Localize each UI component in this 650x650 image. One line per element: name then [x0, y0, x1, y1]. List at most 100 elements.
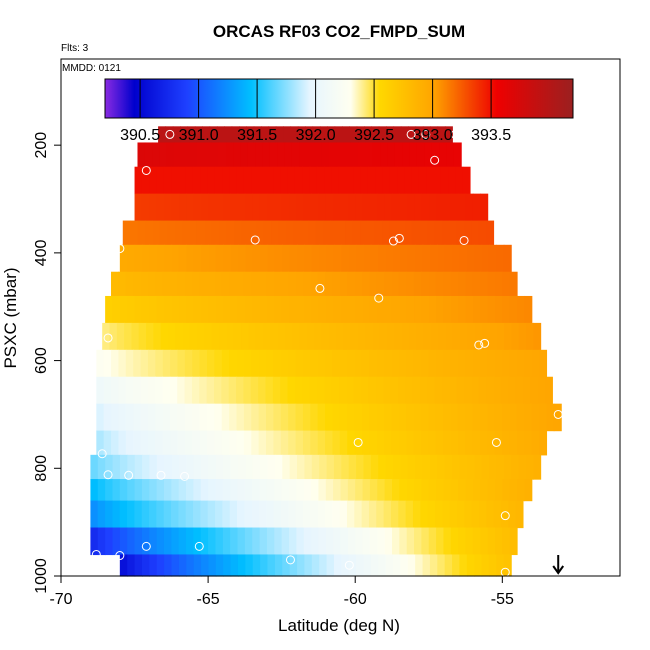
heatmap-cell [243, 430, 252, 456]
heatmap-cell [347, 527, 356, 556]
heatmap-cell [289, 244, 298, 273]
flight-points-layer [91, 129, 563, 577]
heatmap-cell [309, 376, 318, 405]
heatmap-cell [296, 295, 305, 324]
colorbar-gradient [104, 78, 574, 119]
heatmap-cell [216, 126, 225, 144]
heatmap-cell [428, 479, 437, 502]
heatmap-cell [273, 500, 282, 529]
heatmap-cell [443, 479, 452, 502]
heatmap-cell [133, 430, 142, 456]
heatmap-cell [214, 271, 223, 297]
heatmap-cell [304, 454, 313, 480]
x-tick-label: -70 [49, 591, 72, 608]
heatmap-cell [509, 430, 518, 456]
heatmap-cell [480, 193, 489, 222]
heatmap-cell [398, 500, 407, 529]
heatmap-cell [439, 142, 448, 168]
heatmap-cell [140, 430, 149, 456]
heatmap-cell [405, 500, 414, 529]
heatmap-cell [500, 500, 509, 529]
flight-point [315, 283, 325, 293]
heatmap-cell [118, 430, 127, 456]
heatmap-cell [284, 322, 293, 351]
heatmap-cell [414, 193, 423, 222]
heatmap-cell [325, 349, 334, 378]
heatmap-cell [474, 554, 483, 577]
heatmap-cell [207, 430, 215, 456]
heatmap-cell [166, 142, 175, 168]
heatmap-cell [414, 295, 423, 324]
heatmap-cell [316, 376, 325, 405]
heatmap-cell [389, 220, 398, 246]
heatmap-cell [429, 244, 438, 273]
heatmap-cell [119, 527, 128, 556]
heatmap-cell [334, 126, 343, 144]
heatmap-cell [97, 454, 106, 480]
heatmap-cell [474, 322, 483, 351]
heatmap-cell [246, 126, 255, 144]
heatmap-cell [103, 403, 112, 432]
colorbar: 390.5 391.0 391.5 392.0 392.5 393.0 393.5 [104, 78, 574, 144]
heatmap-cell [193, 454, 202, 480]
heatmap-cell [243, 349, 252, 378]
heatmap-cell [118, 376, 127, 405]
heatmap-cell [524, 403, 533, 432]
heatmap-cell [311, 554, 320, 577]
heatmap-cell [502, 271, 511, 297]
heatmap-cell [237, 295, 246, 324]
heatmap-cell [258, 376, 267, 405]
heatmap-cell [297, 554, 306, 577]
heatmap-cell [472, 430, 481, 456]
heatmap-cell [281, 193, 290, 222]
heatmap-cell [185, 500, 194, 529]
heatmap-cell [457, 403, 466, 432]
heatmap-cell [369, 349, 378, 378]
heatmap-cell [268, 126, 277, 144]
heatmap-cell [487, 479, 496, 502]
heatmap-cell [464, 376, 473, 405]
heatmap-cell [145, 220, 154, 246]
heatmap-cell [370, 454, 379, 480]
heatmap-cell [178, 554, 187, 577]
heatmap-cell [482, 322, 491, 351]
heatmap-cell [141, 193, 150, 222]
heatmap-cell [177, 403, 186, 432]
heatmap-cell [134, 244, 143, 273]
heatmap-cell [273, 349, 282, 378]
heatmap-cell [225, 142, 234, 168]
heatmap-cell [412, 500, 421, 529]
heatmap-cell [355, 479, 364, 502]
heatmap-cell [207, 500, 216, 529]
heatmap-cell [156, 479, 165, 502]
heatmap-cell [192, 166, 201, 195]
heatmap-cell [238, 454, 246, 480]
heatmap-cell [436, 479, 445, 502]
heatmap-cell [409, 322, 417, 351]
heatmap-cell [486, 376, 495, 405]
heatmap-cell [163, 479, 172, 502]
heatmap-cell [367, 166, 376, 195]
heatmap-cell [480, 479, 489, 502]
heatmap-cell [496, 554, 505, 577]
heatmap-cell [125, 403, 134, 432]
heatmap-cell [343, 142, 352, 168]
heatmap-cell [211, 220, 220, 246]
heatmap-cell [296, 193, 305, 222]
heatmap-cell [508, 500, 517, 529]
heatmap-cell [182, 322, 191, 351]
heatmap-cell [252, 527, 261, 556]
heatmap-cell [186, 193, 194, 222]
heatmap-cell [153, 322, 162, 351]
flights-note: Flts: 3 [61, 43, 89, 54]
heatmap-cell [167, 322, 176, 351]
heatmap-cell [480, 271, 489, 297]
heatmap-cell [127, 244, 136, 273]
heatmap-cell [141, 527, 150, 556]
heatmap-cell [311, 479, 320, 502]
heatmap-cell [466, 554, 475, 577]
heatmap-cell [299, 142, 308, 168]
heatmap-cell [237, 554, 246, 577]
heatmap-cell [458, 295, 467, 324]
heatmap-cell [384, 271, 393, 297]
